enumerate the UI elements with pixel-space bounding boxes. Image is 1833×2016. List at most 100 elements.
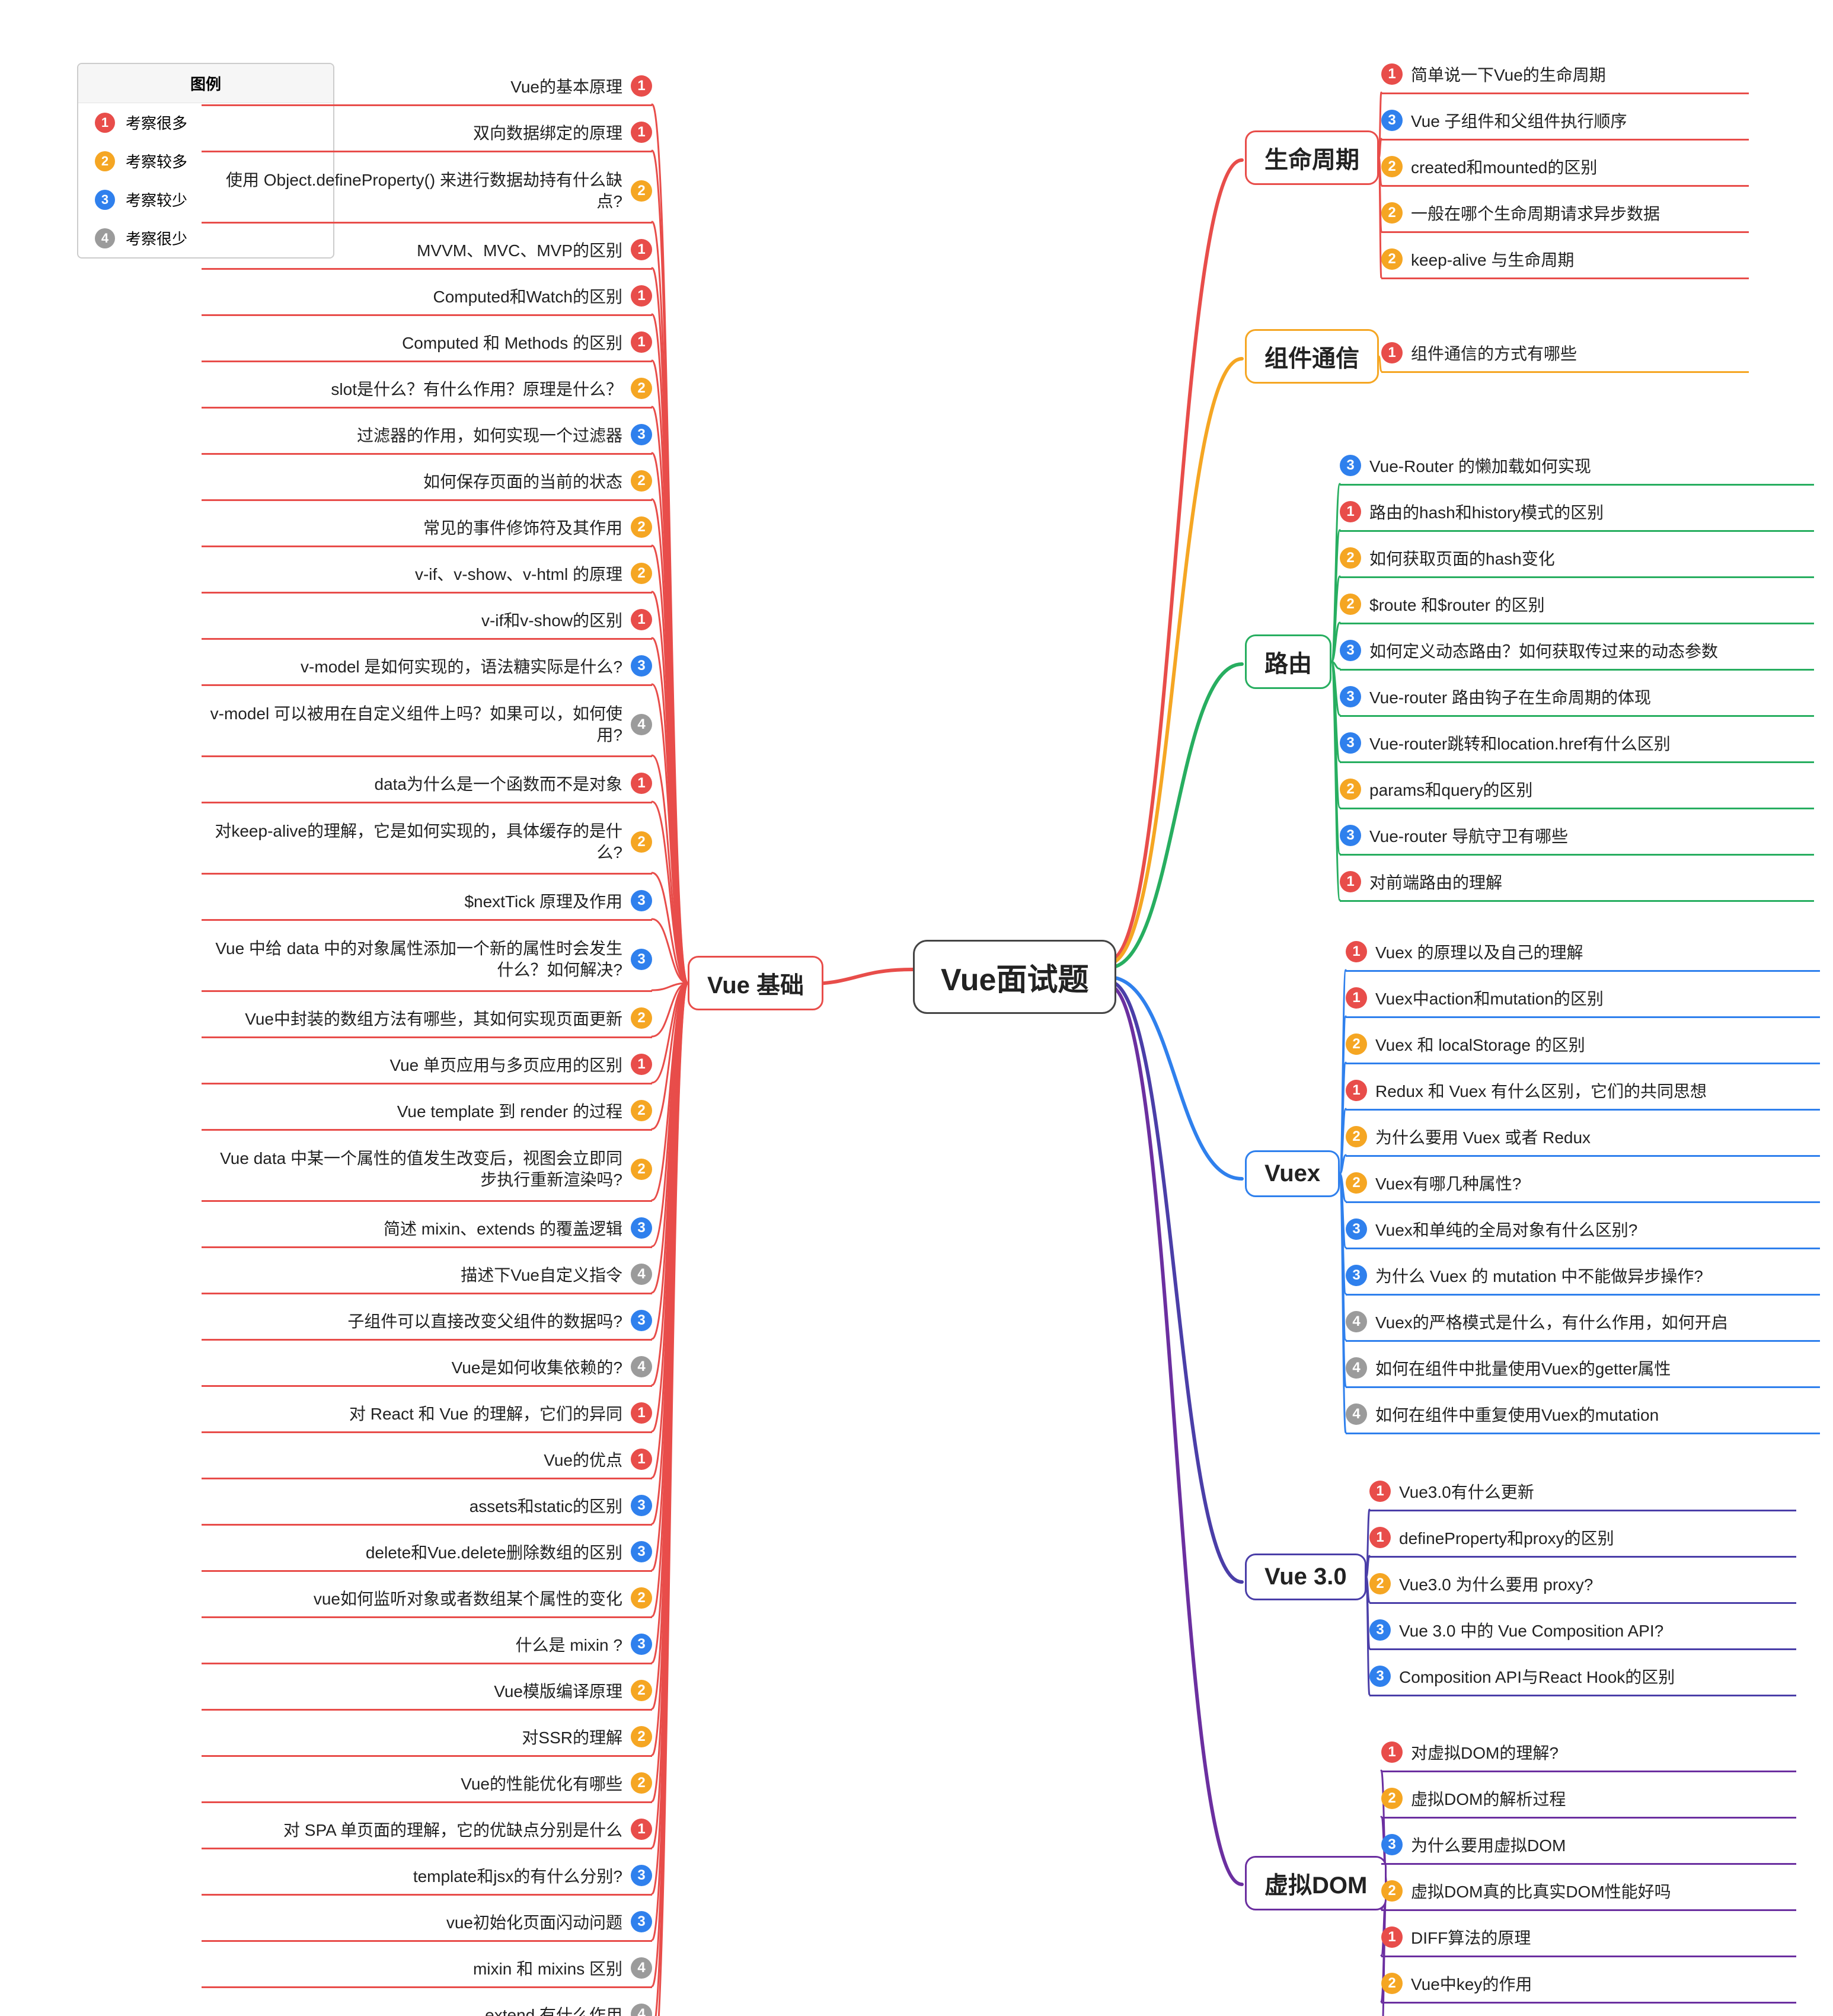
- level-badge: 4: [631, 2004, 652, 2016]
- leaf-underline: [1346, 1340, 1820, 1342]
- leaf-item: 2为什么要用 Vuex 或者 Redux: [1346, 1122, 1820, 1151]
- leaf-item: 2对keep-alive的理解，它是如何实现的，具体缓存的是什么?: [202, 815, 652, 869]
- level-badge: 1: [1369, 1481, 1391, 1502]
- leaf-item: 2Vuex有哪几种属性?: [1346, 1168, 1820, 1198]
- level-badge: 1: [1381, 1926, 1403, 1948]
- level-badge: 2: [631, 1159, 652, 1180]
- leaf-label: 为什么 Vuex 的 mutation 中不能做异步操作?: [1375, 1264, 1703, 1287]
- leaf-item: 2Vue的性能优化有哪些: [202, 1768, 652, 1798]
- level-badge: 3: [631, 1634, 652, 1655]
- leaf-label: Vue3.0 为什么要用 proxy?: [1399, 1572, 1593, 1596]
- level-badge: 3: [1340, 686, 1361, 707]
- leaf-label: 如何在组件中批量使用Vuex的getter属性: [1375, 1356, 1671, 1380]
- branch-label: 虚拟DOM: [1264, 1873, 1367, 1899]
- leaf-underline: [1346, 1386, 1820, 1388]
- leaf-item: 1对虚拟DOM的理解?: [1381, 1737, 1796, 1767]
- leaf-item: 1defineProperty和proxy的区别: [1369, 1523, 1796, 1552]
- leaf-underline: [202, 1129, 652, 1131]
- leaf-underline: [202, 1570, 652, 1572]
- branch-label: Vue 3.0: [1264, 1564, 1347, 1590]
- leaf-label: 对 React 和 Vue 的理解，它们的异同: [349, 1401, 622, 1425]
- leaf-label: Vue-Router 的懒加载如何实现: [1369, 454, 1591, 477]
- level-badge: 1: [631, 609, 652, 630]
- leaf-underline: [1340, 761, 1814, 763]
- leaf-label: 简单说一下Vue的生命周期: [1411, 62, 1606, 86]
- level-badge: 1: [631, 331, 652, 353]
- leaf-underline: [202, 361, 652, 362]
- leaf-label: Vuex 和 localStorage 的区别: [1375, 1032, 1585, 1056]
- leaf-item: 4v-model 可以被用在自定义组件上吗？如果可以，如何使用?: [202, 697, 652, 752]
- leaf-label: 为什么要用 Vuex 或者 Redux: [1375, 1125, 1591, 1149]
- leaf-item: 2created和mounted的区别: [1381, 152, 1749, 181]
- level-badge: 1: [1346, 941, 1367, 962]
- leaf-underline: [202, 1755, 652, 1757]
- level-badge: 1: [1381, 63, 1403, 85]
- leaf-underline: [1381, 371, 1749, 373]
- leaf-underline: [202, 873, 652, 875]
- leaf-item: 2常见的事件修饰符及其作用: [202, 512, 652, 542]
- leaf-underline: [1381, 1909, 1796, 1911]
- leaf-item: 4Vue是如何收集依赖的?: [202, 1352, 652, 1382]
- level-badge: 1: [631, 773, 652, 794]
- leaf-label: 对前端路由的理解: [1369, 870, 1502, 894]
- level-badge: 3: [631, 890, 652, 911]
- leaf-underline: [202, 919, 652, 921]
- level-badge: 1: [1381, 1741, 1403, 1763]
- leaf-label: 什么是 mixin ?: [516, 1632, 622, 1656]
- leaf-underline: [1340, 484, 1814, 486]
- leaf-underline: [202, 638, 652, 640]
- level-badge: 2: [631, 1007, 652, 1029]
- leaf-item: 4 如何在组件中批量使用Vuex的getter属性: [1346, 1353, 1820, 1383]
- level-badge: 3: [631, 1911, 652, 1932]
- leaf-underline: [1340, 623, 1814, 624]
- leaf-label: Vuex 的原理以及自己的理解: [1375, 940, 1583, 964]
- leaf-item: 1 DIFF算法的原理: [1381, 1922, 1796, 1952]
- branch-router: 路由: [1245, 634, 1331, 689]
- leaf-item: 1对 React 和 Vue 的理解，它们的异同: [202, 1398, 652, 1428]
- leaf-underline: [1381, 1771, 1796, 1772]
- leaf-label: Vue中key的作用: [1411, 1972, 1532, 1995]
- branch-lifecycle: 生命周期: [1245, 130, 1379, 185]
- leaf-label: Vuex有哪几种属性?: [1375, 1171, 1521, 1195]
- level-badge: 4: [1346, 1357, 1367, 1379]
- leaf-label: 对keep-alive的理解，它是如何实现的，具体缓存的是什么?: [207, 821, 622, 864]
- leaf-label: slot是什么？有什么作用？原理是什么？: [331, 377, 622, 400]
- legend-label: 考察较少: [126, 189, 187, 210]
- level-badge: 1: [1346, 1080, 1367, 1101]
- leaf-item: 2v-if、v-show、v-html 的原理: [202, 559, 652, 588]
- leaf-label: Vue 单页应用与多页应用的区别: [389, 1052, 622, 1076]
- leaf-label: Vue模版编译原理: [494, 1679, 622, 1702]
- leaf-item: 2Vuex 和 localStorage 的区别: [1346, 1029, 1820, 1059]
- level-badge: 4: [1346, 1403, 1367, 1425]
- leaf-underline: [1381, 1817, 1796, 1819]
- leaf-label: DIFF算法的原理: [1411, 1925, 1531, 1949]
- leaf-underline: [1340, 854, 1814, 856]
- leaf-item: 1Computed 和 Methods 的区别: [202, 327, 652, 357]
- leaf-label: Vue data 中某一个属性的值发生改变后，视图会立即同步执行重新渲染吗?: [207, 1148, 622, 1191]
- level-badge: 3: [631, 424, 652, 445]
- level-badge: 2: [1381, 156, 1403, 177]
- leaf-item: 4mixin 和 mixins 区别: [202, 1953, 652, 1983]
- leaf-label: 对 SPA 单页面的理解，它的优缺点分别是什么: [283, 1817, 622, 1841]
- leaf-underline: [202, 104, 652, 106]
- leaf-label: Vue的优点: [544, 1447, 622, 1471]
- leaf-label: Vue 子组件和父组件执行顺序: [1411, 109, 1627, 132]
- leaf-label: 对SSR的理解: [522, 1725, 622, 1749]
- level-badge: 2: [1340, 779, 1361, 800]
- leaf-label: 子组件可以直接改变父组件的数据吗?: [347, 1309, 622, 1332]
- leaf-item: 1Vue的优点: [202, 1444, 652, 1474]
- leaf-underline: [202, 546, 652, 547]
- leaf-item: 1MVVM、MVC、MVP的区别: [202, 235, 652, 264]
- legend-badge: 4: [95, 228, 115, 248]
- leaf-underline: [1346, 1294, 1820, 1296]
- level-badge: 2: [1340, 547, 1361, 569]
- leaf-underline: [1346, 1248, 1820, 1249]
- leaf-underline: [202, 990, 652, 992]
- leaf-underline: [1340, 530, 1814, 532]
- branch-vuex: Vuex: [1245, 1150, 1340, 1197]
- leaf-underline: [202, 1246, 652, 1248]
- level-badge: 2: [631, 1587, 652, 1609]
- leaf-label: Vue 中给 data 中的对象属性添加一个新的属性时会发生什么？如何解决?: [207, 938, 622, 981]
- leaf-item: 1组件通信的方式有哪些: [1381, 338, 1749, 368]
- leaf-label: 虚拟DOM的解析过程: [1411, 1787, 1566, 1810]
